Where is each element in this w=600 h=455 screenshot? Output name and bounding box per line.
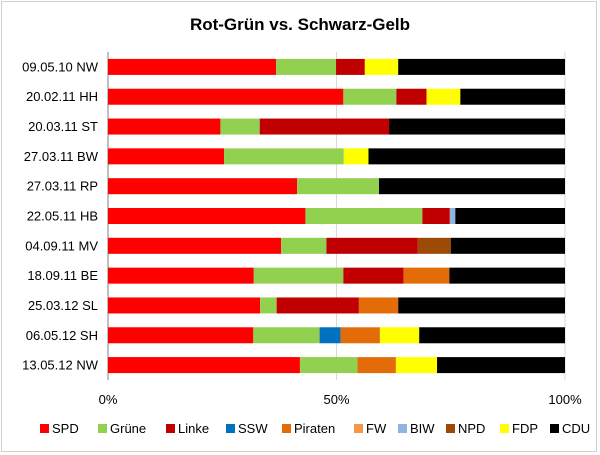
bar-segment — [379, 178, 565, 195]
category-label: 04.09.11 MV — [25, 238, 98, 253]
bar-segment — [305, 208, 423, 224]
bar-segment — [253, 327, 320, 344]
bar-segment — [389, 118, 565, 135]
legend-label: Linke — [178, 421, 209, 436]
legend-swatch — [282, 424, 291, 433]
legend-label: NPD — [458, 421, 485, 436]
bar-segment — [422, 208, 450, 224]
bar-segment — [108, 118, 221, 135]
category-label: 25.03.12 SL — [28, 298, 98, 313]
legend: SPD Grüne Linke SSW Piraten FW BIW NPD FDP CDU — [40, 421, 590, 436]
bar-segment — [379, 327, 420, 344]
bar-segment — [357, 357, 396, 374]
legend-swatch — [354, 424, 363, 433]
bar-segment — [253, 267, 344, 284]
bar-segment — [403, 267, 450, 284]
bar-segment — [343, 267, 404, 284]
category-label: 18.09.11 BE — [27, 268, 98, 283]
bar-segment — [108, 267, 254, 284]
bar-segment — [343, 148, 369, 165]
bar-segment — [426, 88, 461, 105]
category-label: 20.03.11 ST — [28, 119, 98, 134]
bar-segment — [437, 357, 565, 374]
category-label: 27.03.11 RP — [27, 179, 98, 194]
bar-segment — [108, 297, 261, 314]
bar-segment — [297, 178, 380, 195]
legend-label: BIW — [410, 421, 435, 436]
x-tick-label: 0% — [99, 392, 118, 407]
bar-segment — [108, 148, 225, 165]
category-labels: 09.05.10 NW 20.02.11 HH 20.03.11 ST 27.03.1… — [22, 59, 99, 372]
bar-segment — [358, 297, 399, 314]
bar-segment — [460, 88, 565, 105]
bar-segment — [419, 327, 565, 344]
legend-label: Piraten — [294, 421, 335, 436]
x-tick-label: 100% — [548, 392, 582, 407]
bars — [108, 58, 565, 374]
legend-swatch — [166, 424, 175, 433]
bar-segment — [340, 327, 380, 344]
bar-segment — [455, 208, 565, 224]
bar-segment — [299, 357, 358, 374]
bar-segment — [108, 357, 300, 374]
bar-segment — [449, 208, 456, 224]
category-label: 09.05.10 NW — [22, 59, 99, 74]
bar-segment — [259, 118, 390, 135]
bar-segment — [224, 148, 344, 165]
bar-segment — [336, 58, 365, 75]
x-tick-label: 50% — [323, 392, 349, 407]
bar-segment — [343, 88, 397, 105]
legend-label: FDP — [512, 421, 538, 436]
legend-swatch — [98, 424, 107, 433]
legend-label: SPD — [52, 421, 79, 436]
legend-swatch — [550, 424, 559, 433]
legend-swatch — [446, 424, 455, 433]
bar-segment — [395, 357, 438, 374]
legend-label: Grüne — [110, 421, 146, 436]
legend-label: FW — [366, 421, 387, 436]
bar-segment — [398, 58, 565, 75]
category-label: 06.05.12 SH — [26, 328, 98, 343]
bar-segment — [449, 267, 565, 284]
legend-label: SSW — [238, 421, 268, 436]
bar-segment — [326, 237, 418, 254]
bar-segment — [108, 208, 306, 224]
legend-swatch — [40, 424, 49, 433]
bar-segment — [368, 148, 565, 165]
bar-segment — [108, 327, 254, 344]
bar-segment — [260, 297, 277, 314]
bar-segment — [398, 297, 565, 314]
bar-segment — [276, 58, 337, 75]
category-label: 13.05.12 NW — [22, 358, 99, 373]
legend-swatch — [500, 424, 509, 433]
bar-segment — [450, 237, 565, 254]
bar-segment — [108, 178, 298, 195]
bar-segment — [220, 118, 260, 135]
bar-segment — [108, 58, 277, 75]
bar-segment — [276, 297, 359, 314]
x-tick-labels: 0% 50% 100% — [99, 392, 582, 407]
category-label: 22.05.11 HB — [27, 209, 98, 224]
bar-segment — [417, 237, 451, 254]
bar-segment — [364, 58, 399, 75]
category-label: 27.03.11 BW — [24, 149, 99, 164]
bar-segment — [281, 237, 327, 254]
category-label: 20.02.11 HH — [26, 89, 98, 104]
bar-segment — [319, 327, 341, 344]
legend-swatch — [226, 424, 235, 433]
chart-title: Rot-Grün vs. Schwarz-Gelb — [190, 15, 410, 34]
bar-segment — [108, 237, 282, 254]
legend-swatch — [398, 424, 407, 433]
bar-segment — [396, 88, 427, 105]
bar-segment — [108, 88, 344, 105]
legend-label: CDU — [562, 421, 590, 436]
